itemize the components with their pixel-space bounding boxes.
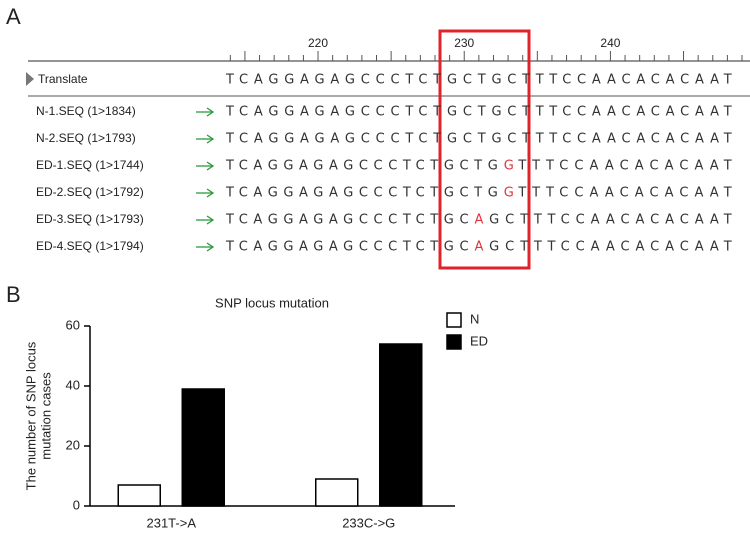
sequence-name: N-2.SEQ (1>1793) bbox=[36, 131, 136, 145]
legend-label: N bbox=[470, 311, 479, 326]
mutated-base: A bbox=[475, 240, 484, 255]
sequence: GCTTTCCAACACACAAT bbox=[489, 240, 732, 255]
legend-swatch bbox=[446, 334, 462, 350]
x-tick-label: 233C->G bbox=[342, 515, 395, 530]
sequence: TCAGGAGAGCCCTCTGCTG bbox=[225, 186, 498, 201]
y-tick-label: 20 bbox=[66, 437, 80, 452]
y-tick-label: 60 bbox=[66, 317, 80, 332]
sequence: TCAGGAGAGCCCTCTGC bbox=[225, 213, 469, 228]
bar bbox=[117, 484, 161, 507]
y-axis-label: The number of SNP locus bbox=[23, 341, 38, 490]
mutated-base: G bbox=[504, 159, 514, 174]
highlight-box bbox=[438, 29, 531, 270]
arrow-head bbox=[206, 242, 215, 252]
panel-b-label: B bbox=[6, 282, 21, 307]
arrow-head bbox=[206, 215, 215, 225]
sequence-name: ED-3.SEQ (1>1793) bbox=[36, 212, 144, 226]
bar bbox=[181, 388, 225, 507]
legend-label: ED bbox=[470, 333, 488, 348]
arrow-head bbox=[206, 188, 215, 198]
sequence-name: ED-4.SEQ (1>1794) bbox=[36, 239, 144, 253]
arrow-head bbox=[206, 161, 215, 171]
y-tick-label: 0 bbox=[73, 497, 80, 512]
ruler-label: 240 bbox=[600, 36, 620, 50]
bar bbox=[315, 478, 359, 507]
sequence: TCAGGAGAGCCCTCTGCTG bbox=[225, 159, 498, 174]
sequence-name: N-1.SEQ (1>1834) bbox=[36, 104, 136, 118]
panel-a-label: A bbox=[6, 4, 21, 29]
y-axis-label: mutation cases bbox=[38, 372, 53, 460]
sequence: TTTCCAACACACAAT bbox=[517, 159, 731, 174]
sequence-name: ED-1.SEQ (1>1744) bbox=[36, 158, 144, 172]
arrow-head bbox=[206, 134, 215, 144]
bar bbox=[379, 343, 423, 507]
sequence: TCAGGAGAGCCCTCTGCTGCTTTCCAACACACAAT bbox=[225, 73, 732, 88]
legend-swatch bbox=[446, 312, 462, 328]
sequence-name: ED-2.SEQ (1>1792) bbox=[36, 185, 144, 199]
mutated-base: A bbox=[475, 213, 484, 228]
sequence: TTTCCAACACACAAT bbox=[517, 186, 731, 201]
sequence: TCAGGAGAGCCCTCTGC bbox=[225, 240, 469, 255]
sequence: TCAGGAGAGCCCTCTGCTGCTTTCCAACACACAAT bbox=[225, 132, 732, 147]
translate-icon bbox=[26, 72, 34, 86]
sequence: GCTTTCCAACACACAAT bbox=[489, 213, 732, 228]
chart-title: SNP locus mutation bbox=[215, 295, 329, 310]
ruler-label: 230 bbox=[454, 36, 474, 50]
translate-label: Translate bbox=[38, 72, 88, 86]
arrow-head bbox=[206, 107, 215, 117]
sequence: TCAGGAGAGCCCTCTGCTGCTTTCCAACACACAAT bbox=[225, 105, 732, 120]
ruler-label: 220 bbox=[308, 36, 328, 50]
y-tick-label: 40 bbox=[66, 377, 80, 392]
x-tick-label: 231T->A bbox=[146, 515, 196, 530]
mutated-base: G bbox=[504, 186, 514, 201]
